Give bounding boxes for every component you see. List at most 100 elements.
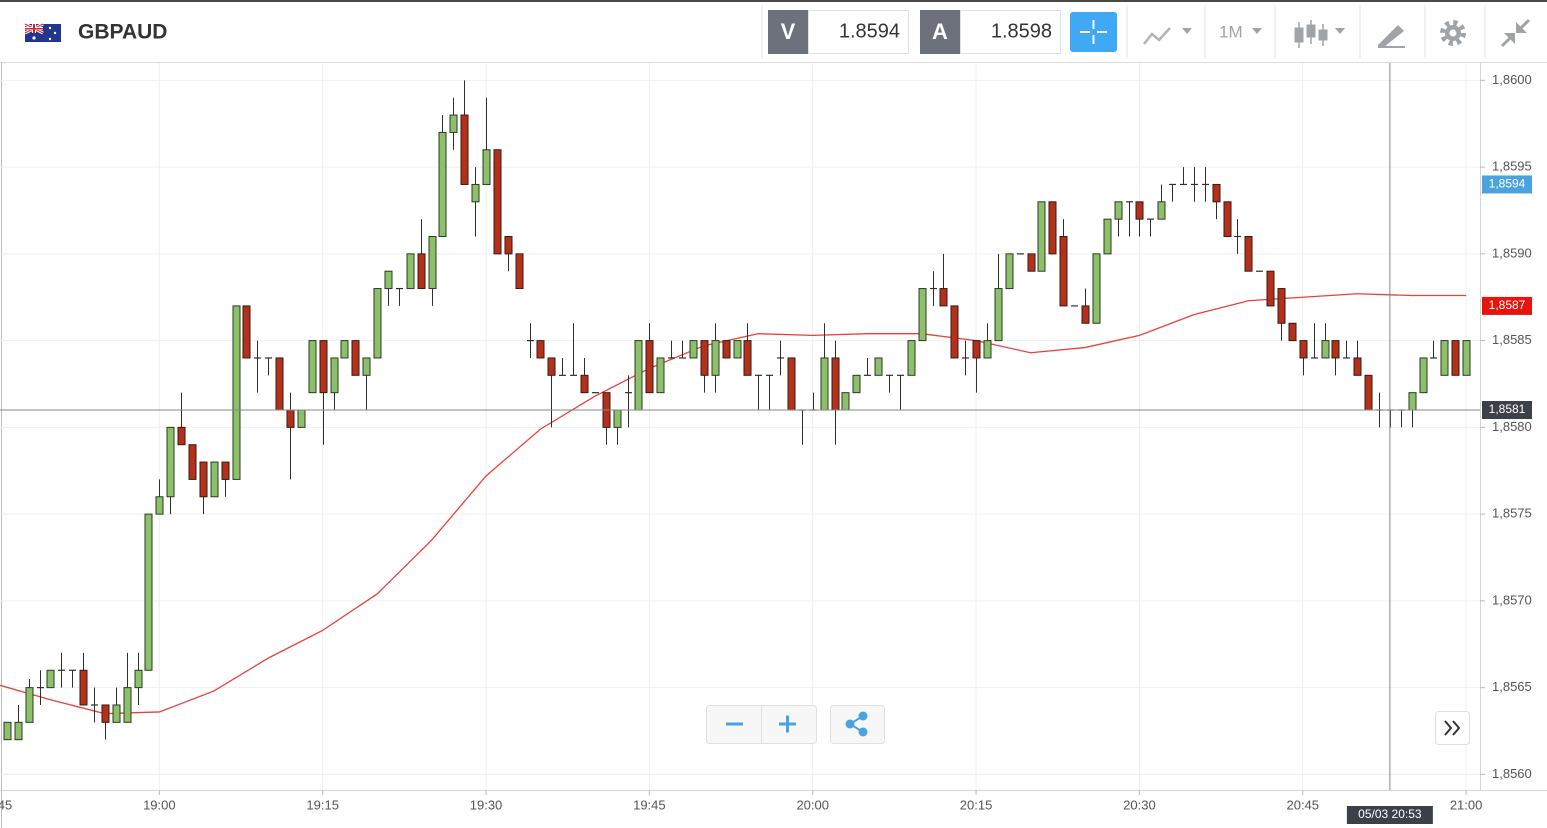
x-tick-label: 18:45 bbox=[0, 797, 12, 812]
candle-body bbox=[1364, 374, 1373, 411]
candle-body bbox=[1353, 357, 1362, 376]
bid-label: V bbox=[781, 19, 796, 44]
scroll-right[interactable] bbox=[1444, 720, 1461, 736]
x-tick-label: 20:15 bbox=[960, 797, 993, 812]
candle-body bbox=[1440, 340, 1449, 376]
x-tick-label: 19:15 bbox=[306, 797, 339, 812]
candle-body bbox=[983, 340, 992, 359]
candle-body bbox=[1331, 340, 1340, 359]
bid-button[interactable] bbox=[768, 10, 808, 54]
timeframe[interactable]: 1M bbox=[1219, 22, 1243, 41]
candles bbox=[3, 80, 1471, 741]
candle-body bbox=[482, 149, 491, 185]
candle-body bbox=[1299, 340, 1308, 359]
crosshair-time-box bbox=[1346, 806, 1433, 824]
candle-body bbox=[221, 461, 230, 480]
y-tick-label: 1,8575 bbox=[1492, 506, 1532, 521]
price-label-box bbox=[1482, 175, 1532, 194]
candle-body bbox=[1266, 270, 1275, 307]
candle-body bbox=[177, 426, 186, 446]
y-tick-label: 1,8585 bbox=[1492, 332, 1532, 347]
crosshair-time-label: 05/03 20:53 bbox=[1358, 807, 1422, 821]
candle-body bbox=[1223, 201, 1232, 238]
share-box bbox=[830, 705, 885, 744]
candle-body bbox=[1114, 201, 1123, 220]
candle-body bbox=[841, 392, 850, 411]
ask-label: A bbox=[932, 19, 948, 44]
x-tick-label: 19:00 bbox=[143, 797, 176, 812]
candle-body bbox=[547, 357, 556, 376]
candle-body bbox=[1157, 201, 1166, 220]
bid-box bbox=[808, 10, 909, 54]
candle-body bbox=[1103, 218, 1112, 255]
candle-body bbox=[460, 114, 469, 185]
candles-button[interactable] bbox=[1294, 20, 1345, 48]
candle-body bbox=[308, 340, 317, 394]
x-tick-label: 21:00 bbox=[1450, 797, 1483, 812]
candle-body bbox=[580, 374, 589, 394]
candle-body bbox=[134, 669, 143, 689]
candle-body bbox=[787, 357, 796, 411]
candle-body bbox=[874, 357, 883, 376]
candle-body bbox=[417, 253, 426, 290]
candle-body bbox=[351, 340, 360, 376]
candle-body bbox=[733, 340, 742, 359]
ask-value: 1.8598 bbox=[991, 20, 1052, 42]
candle-body bbox=[918, 288, 927, 342]
candle-body bbox=[330, 357, 339, 394]
candle-body bbox=[504, 236, 513, 255]
bid-value: 1.8594 bbox=[839, 20, 900, 42]
axes: 1,8560 1,8565 1,8570 1,8575 1,8580 1,8585 1,85… bbox=[0, 72, 1532, 824]
candle-body bbox=[471, 183, 480, 203]
candle-body bbox=[515, 253, 524, 290]
timeframe-arrow[interactable] bbox=[1252, 28, 1262, 34]
candle-body bbox=[1027, 253, 1036, 272]
candle-body bbox=[101, 704, 110, 723]
candle-body bbox=[297, 409, 306, 428]
candle-body bbox=[232, 305, 241, 480]
candle-body bbox=[1081, 305, 1090, 324]
flag bbox=[24, 22, 61, 42]
moving-average bbox=[0, 293, 1467, 715]
share-button[interactable] bbox=[845, 711, 868, 737]
collapse-button[interactable] bbox=[1500, 18, 1531, 48]
candle-body bbox=[1059, 236, 1068, 307]
candle-body bbox=[275, 357, 284, 411]
candle-body bbox=[79, 669, 88, 706]
candle-body bbox=[1037, 201, 1046, 272]
settings-button[interactable] bbox=[1440, 20, 1466, 46]
candle-body bbox=[123, 687, 132, 723]
candle-body bbox=[1462, 340, 1471, 376]
candle-body bbox=[449, 114, 458, 133]
zoom-in[interactable] bbox=[779, 715, 796, 733]
candle-body bbox=[166, 426, 175, 498]
chart-type-button[interactable] bbox=[1143, 27, 1192, 45]
draw-button[interactable] bbox=[1378, 25, 1405, 48]
candle-body bbox=[1092, 253, 1101, 324]
candle-body bbox=[994, 288, 1003, 342]
top-border bbox=[0, 0, 1547, 2]
candle-body bbox=[536, 340, 545, 359]
candle-body bbox=[634, 340, 643, 411]
ask-button[interactable] bbox=[920, 10, 960, 54]
candle-body bbox=[743, 340, 752, 376]
y-tick-label: 1,8565 bbox=[1492, 679, 1532, 694]
candle-body bbox=[1451, 340, 1460, 376]
candle-body bbox=[1419, 357, 1428, 394]
candle-body bbox=[3, 721, 12, 741]
crosshair-button[interactable] bbox=[1070, 12, 1117, 52]
price-label: 1,8587 bbox=[1489, 298, 1526, 312]
candle-body bbox=[1288, 322, 1297, 342]
scroll-box bbox=[1435, 711, 1470, 745]
candle-body bbox=[438, 131, 447, 238]
candle-body bbox=[319, 340, 328, 394]
x-tick-label: 19:45 bbox=[633, 797, 666, 812]
candle-body bbox=[340, 340, 349, 359]
candle-body bbox=[493, 149, 502, 255]
ma-layer bbox=[0, 293, 1467, 715]
candle-body bbox=[820, 357, 829, 411]
x-tick-label: 19:30 bbox=[470, 797, 503, 812]
